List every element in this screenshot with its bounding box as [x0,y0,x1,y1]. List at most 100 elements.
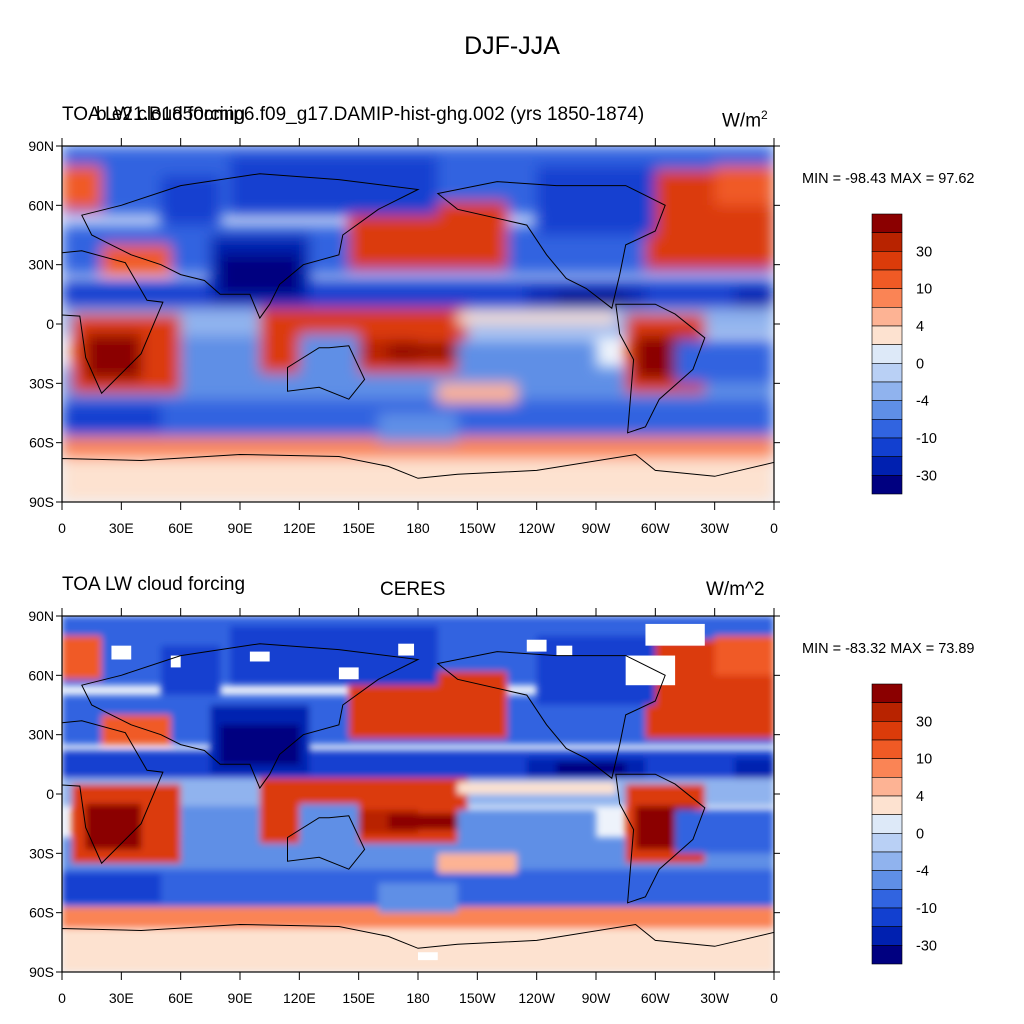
field-region [62,165,102,210]
colorbar-swatch [871,251,903,271]
missing-data-patch [625,655,676,686]
colorbar-swatch [871,739,903,759]
colorbar-swatch [871,363,903,383]
lon-label: 180 [406,990,430,1006]
colorbar-swatch [871,870,903,890]
lon-label: 150W [459,520,496,536]
colorbar-swatch [871,758,903,778]
colorbar-label: 10 [916,752,932,768]
field-region [378,883,458,913]
panel2-units: W/m^2 [706,579,765,600]
lon-label: 0 [770,990,778,1006]
field-region [220,724,300,765]
field-region [378,413,458,443]
colorbar-label: -4 [916,394,929,410]
australia-coastline [287,345,366,400]
field-region [675,809,774,854]
lat-label: 0 [46,786,54,802]
colorbar-swatch [871,683,903,703]
field-region [230,155,438,216]
map-field [62,616,774,972]
colorbar-swatch [871,721,903,741]
colorbar-swatch [871,777,903,797]
lon-label: 150E [342,990,375,1006]
field-region [457,339,596,388]
colorbar-swatch [871,889,903,909]
colorbar-swatch [871,833,903,853]
lon-label: 30W [700,520,730,536]
colorbar-label: 10 [916,282,932,298]
field-region [180,335,260,384]
colorbar-swatch [871,269,903,289]
missing-data-patch [249,651,270,662]
field-region [437,853,517,874]
field-region [536,165,656,235]
field-region [734,288,774,309]
field-region [675,339,774,384]
colorbar-label: -30 [916,468,937,484]
lat-label: 60N [28,667,54,683]
field-region [457,809,596,858]
south-america-coastline [615,303,706,434]
colorbar-swatch [871,437,903,457]
colorbar-label: -30 [916,938,937,954]
colorbar-label: 0 [916,826,924,842]
field-region [160,175,221,226]
lon-label: 150E [342,520,375,536]
colorbar-swatch [871,456,903,476]
north-america-coastline [436,181,666,310]
anomaly-field [62,146,774,502]
colorbar-swatch [871,907,903,927]
panel2-min-max: MIN = -83.32 MAX = 73.89 [802,641,975,657]
colorbar-swatch [871,795,903,815]
lon-label: 60W [641,520,671,536]
field-region [62,906,774,929]
africa-coastline [62,250,164,395]
antarctica-coastline [62,453,774,502]
lon-label: 0 [58,990,66,1006]
lon-label: 180 [406,520,430,536]
lat-label: 90S [29,494,54,510]
field-region [734,758,774,779]
field-region [220,254,300,295]
colorbar-swatch [871,945,903,965]
lon-label: 120W [518,990,555,1006]
lat-label: 30N [28,257,54,273]
field-region [437,383,517,404]
panel1-left-title: TOA LW cloud forcing [62,104,246,125]
colorbar-swatch [871,814,903,834]
field-region [62,280,774,309]
missing-data-patch [526,639,547,652]
field-region [62,436,774,459]
lon-label: 90E [228,520,253,536]
colorbar-swatch [871,851,903,871]
lon-label: 120E [283,990,316,1006]
colorbar-swatch [871,926,903,946]
map-field [62,146,774,502]
field-region [457,312,616,324]
field-region [62,458,774,502]
field-region [457,782,616,794]
colorbar-label: 30 [916,244,932,260]
eurasia-coastline [81,173,420,320]
colorbar-swatch [871,213,903,233]
lon-label: 30E [109,990,134,1006]
colorbar-swatch [871,288,903,308]
colorbar: 30 10 4 0 -4 -10 -30 [871,213,937,495]
lat-label: 30N [28,727,54,743]
field-region [62,403,161,433]
field-region [556,762,626,775]
colorbar-swatch [871,475,903,495]
australia-coastline [287,815,366,870]
field-region [714,165,774,206]
antarctica-coastline [62,923,774,972]
north-america-coastline [436,651,666,780]
lat-label: 90N [28,608,54,624]
lat-label: 60S [29,435,54,451]
field-region [714,635,774,676]
field-region [160,645,221,696]
